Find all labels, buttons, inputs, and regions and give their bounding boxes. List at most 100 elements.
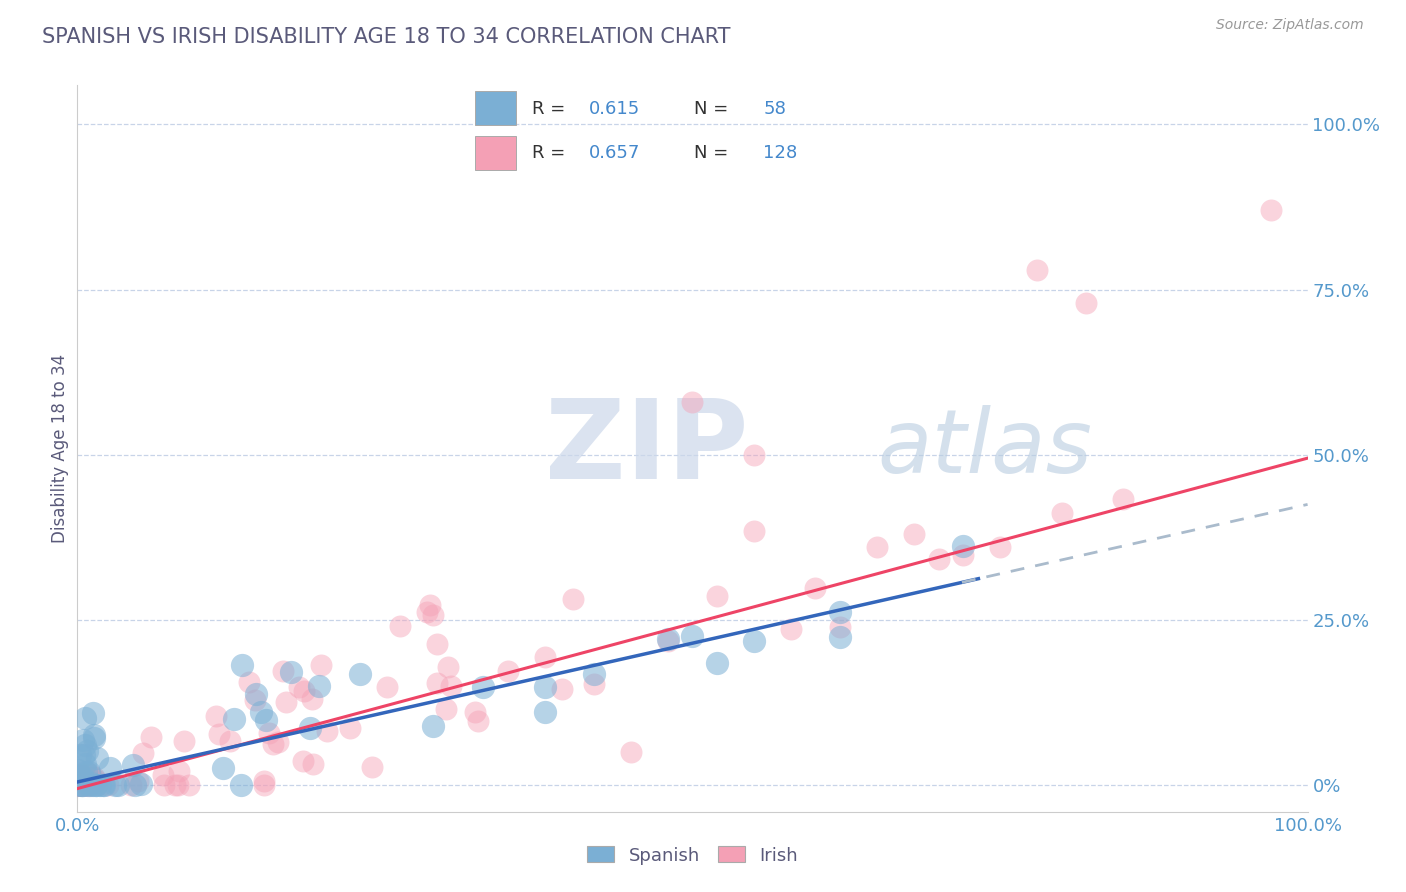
Point [76,778,98,792]
Point [73,771,96,785]
Point [830,620,852,634]
Point [426,676,449,690]
Point [72,769,94,783]
Point [120,778,142,792]
Point [67,770,90,784]
Point [73,769,96,783]
Point [308,679,330,693]
Point [97,778,120,792]
Point [72,733,94,747]
Point [309,657,332,672]
Point [472,680,495,694]
Point [166,778,188,792]
Point [426,637,449,651]
Point [76,766,98,780]
Point [422,719,444,733]
Point [83,770,105,784]
Point [534,650,557,665]
Point [830,630,852,644]
Text: Source: ZipAtlas.com: Source: ZipAtlas.com [1216,18,1364,32]
Point [75,764,97,779]
Y-axis label: Disability Age 18 to 34: Disability Age 18 to 34 [51,353,69,543]
Point [69,768,91,782]
Point [294,683,316,698]
Point [1050,507,1073,521]
Point [928,552,950,566]
Point [70,778,93,792]
Point [534,680,557,694]
Text: atlas: atlas [877,405,1092,491]
Point [253,778,276,792]
Point [561,591,583,606]
Point [70,778,93,792]
Point [66,778,89,792]
Point [69,778,91,792]
Point [82,778,104,792]
Point [69,765,91,780]
Point [291,755,314,769]
Point [496,665,519,679]
Point [866,541,889,555]
Point [167,764,190,778]
Point [127,774,149,789]
Point [66,777,89,791]
Point [1260,203,1282,218]
Point [139,730,162,744]
Point [205,708,228,723]
Point [207,727,229,741]
Point [302,756,325,771]
Point [254,713,277,727]
Point [79,778,101,792]
Point [82,770,104,784]
Point [91,778,114,792]
Point [467,714,489,728]
Point [73,711,96,725]
Point [75,778,97,792]
Point [389,619,412,633]
Point [69,778,91,792]
Point [262,737,284,751]
Point [231,778,253,792]
Point [222,712,245,726]
Point [129,776,152,790]
Point [73,748,96,763]
Point [75,778,97,792]
Point [534,706,557,720]
Point [218,734,240,748]
Point [66,778,89,792]
Point [243,693,266,707]
Point [89,778,111,792]
Point [231,658,253,673]
Point [280,665,302,679]
Point [77,765,100,780]
Point [349,666,371,681]
Point [339,722,361,736]
Point [72,777,94,791]
Point [67,777,90,791]
Point [82,706,104,721]
Point [67,766,90,780]
Point [238,675,260,690]
Point [84,778,107,792]
Point [82,772,104,787]
Point [67,778,90,792]
Point [551,681,574,696]
Point [173,733,195,747]
Point [84,778,107,792]
Point [67,778,90,792]
Point [657,632,679,646]
Point [93,778,115,792]
Point [83,731,105,745]
Point [583,677,606,691]
Point [70,774,93,789]
Point [69,778,91,792]
Point [76,775,98,789]
Text: SPANISH VS IRISH DISABILITY AGE 18 TO 34 CORRELATION CHART: SPANISH VS IRISH DISABILITY AGE 18 TO 34… [42,27,731,46]
Point [72,776,94,790]
Point [1112,492,1135,507]
Point [211,761,233,775]
Point [583,666,606,681]
Point [124,778,146,792]
Point [152,768,174,782]
Point [299,721,322,735]
